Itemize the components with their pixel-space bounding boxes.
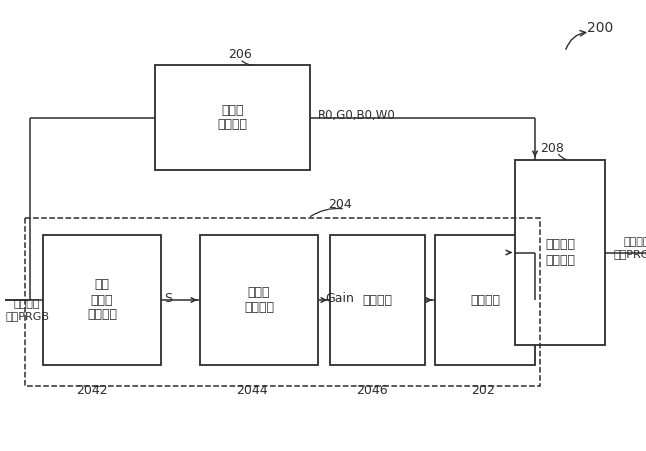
Bar	[25, 218, 540, 386]
Text: 色彩
饱和度
产生单元: 色彩 饱和度 产生单元	[87, 279, 117, 322]
Text: 204: 204	[328, 198, 352, 212]
Bar	[330, 235, 425, 365]
Text: 灰阶值
产生单元: 灰阶值 产生单元	[218, 103, 247, 132]
Text: 2046: 2046	[356, 383, 388, 396]
Text: R0,G0,B0,W0: R0,G0,B0,W0	[318, 109, 396, 121]
Text: 红绿蓝光
像素PRGB: 红绿蓝光 像素PRGB	[5, 299, 49, 321]
Text: S: S	[164, 291, 172, 304]
Text: 202: 202	[471, 383, 495, 396]
Text: 208: 208	[540, 142, 564, 155]
Bar	[43, 235, 161, 365]
Text: Gain: Gain	[325, 291, 354, 304]
Bar	[515, 160, 605, 345]
Text: 红绿蓝白
光显示幕: 红绿蓝白 光显示幕	[545, 239, 575, 267]
Text: 增益值
产生单元: 增益值 产生单元	[244, 286, 274, 314]
Text: 200: 200	[587, 21, 613, 35]
Bar	[435, 235, 535, 365]
Text: 背光光源: 背光光源	[470, 294, 500, 307]
Text: 2044: 2044	[236, 383, 268, 396]
Text: 调整单元: 调整单元	[362, 294, 393, 307]
Bar	[200, 235, 318, 365]
Text: 2042: 2042	[76, 383, 108, 396]
Text: 红绿蓝白光
像素PRGBW: 红绿蓝白光 像素PRGBW	[613, 237, 646, 259]
Text: 206: 206	[228, 49, 252, 61]
Bar	[155, 65, 310, 170]
